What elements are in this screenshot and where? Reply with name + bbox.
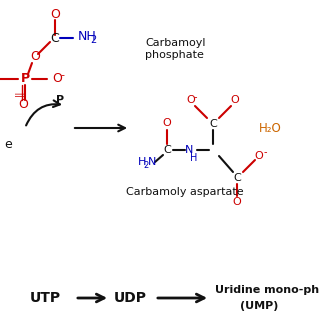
Text: O: O <box>163 118 172 128</box>
Text: -: - <box>193 92 197 102</box>
Text: C: C <box>163 145 171 155</box>
Text: O: O <box>18 99 28 111</box>
Text: H₂O: H₂O <box>259 122 281 134</box>
Text: -: - <box>263 147 267 157</box>
Text: UDP: UDP <box>114 291 147 305</box>
Text: Uridine mono-ph: Uridine mono-ph <box>215 285 319 295</box>
Text: C: C <box>233 173 241 183</box>
Text: (UMP): (UMP) <box>240 301 278 311</box>
Text: P: P <box>20 73 29 85</box>
Text: H: H <box>138 157 146 167</box>
Text: O: O <box>50 7 60 20</box>
Text: O: O <box>187 95 196 105</box>
Text: O: O <box>231 95 239 105</box>
Text: C: C <box>51 31 60 44</box>
Text: C: C <box>209 119 217 129</box>
Text: ||: || <box>14 90 24 96</box>
Text: O: O <box>52 73 62 85</box>
Text: O: O <box>233 197 241 207</box>
Text: O: O <box>30 51 40 63</box>
Text: O: O <box>255 151 263 161</box>
Text: UTP: UTP <box>29 291 60 305</box>
Text: -: - <box>60 70 64 80</box>
Text: Carbamoly aspartate: Carbamoly aspartate <box>126 187 244 197</box>
Text: N: N <box>148 157 156 167</box>
Text: 2: 2 <box>90 35 96 45</box>
Text: Carbamoyl
phosphate: Carbamoyl phosphate <box>145 38 205 60</box>
Text: e: e <box>4 139 12 151</box>
Text: H: H <box>190 153 198 163</box>
Text: N: N <box>185 145 193 155</box>
Text: P: P <box>56 95 64 105</box>
Text: 2: 2 <box>143 162 148 171</box>
Text: NH: NH <box>78 29 97 43</box>
